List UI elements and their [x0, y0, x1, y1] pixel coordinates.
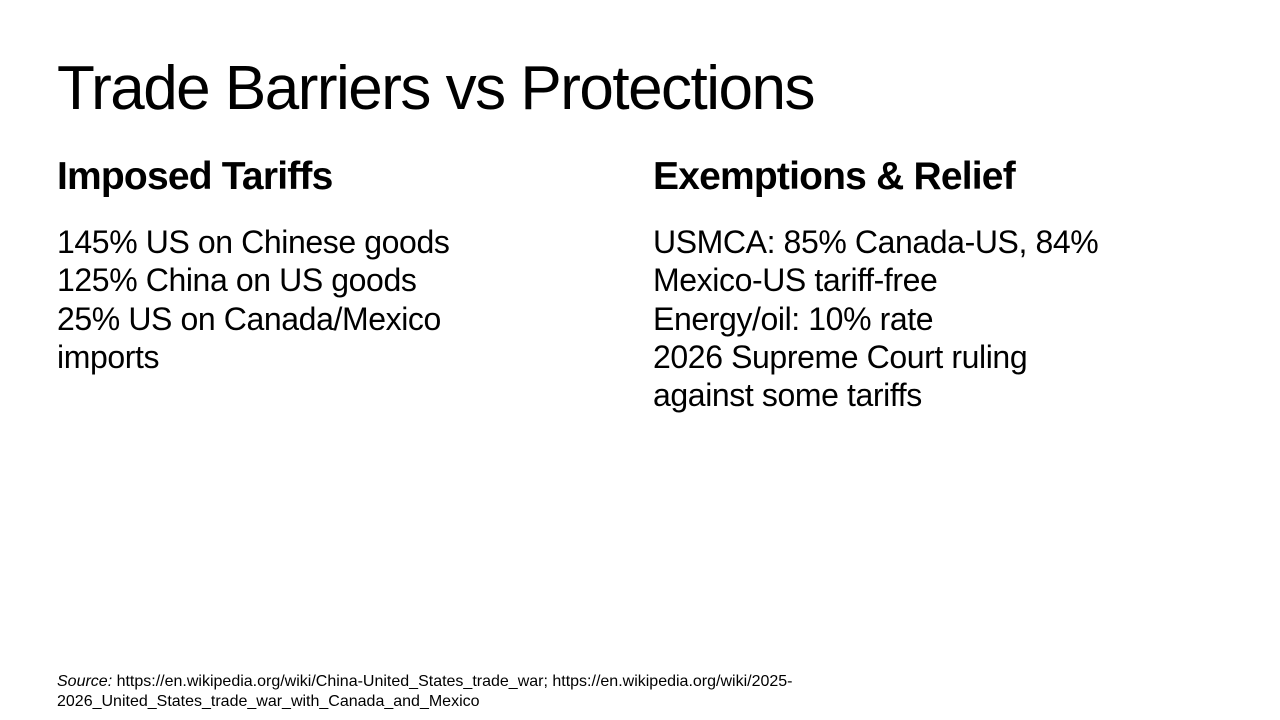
list-item: 125% China on US goods — [57, 262, 417, 299]
exemptions-relief-list: USMCA: 85% Canada-US, 84% Mexico-US tari… — [653, 223, 1133, 414]
list-item: 25% US on Canada/Mexico imports — [57, 300, 441, 375]
list-item: 2026 Supreme Court ruling against some t… — [653, 338, 1028, 414]
list-item: Energy/oil: 10% rate — [653, 300, 934, 337]
list-item: 145% US on Chinese goods — [57, 224, 450, 260]
source-citation: Source: https://en.wikipedia.org/wiki/Ch… — [57, 672, 917, 711]
slide-title: Trade Barriers vs Protections — [57, 54, 816, 123]
source-label: Source: — [57, 673, 113, 690]
list-item: USMCA: 85% Canada-US, 84% Mexico-US tari… — [653, 224, 1099, 299]
imposed-tariffs-column: Imposed Tariffs 145% US on Chinese goods… — [57, 153, 617, 376]
imposed-tariffs-heading: Imposed Tariffs — [57, 155, 333, 198]
imposed-tariffs-list: 145% US on Chinese goods 125% China on U… — [57, 223, 487, 376]
source-links: https://en.wikipedia.org/wiki/China-Unit… — [57, 673, 793, 710]
exemptions-relief-column: Exemptions & Relief USMCA: 85% Canada-US… — [653, 153, 1213, 414]
exemptions-relief-heading: Exemptions & Relief — [653, 155, 1016, 198]
